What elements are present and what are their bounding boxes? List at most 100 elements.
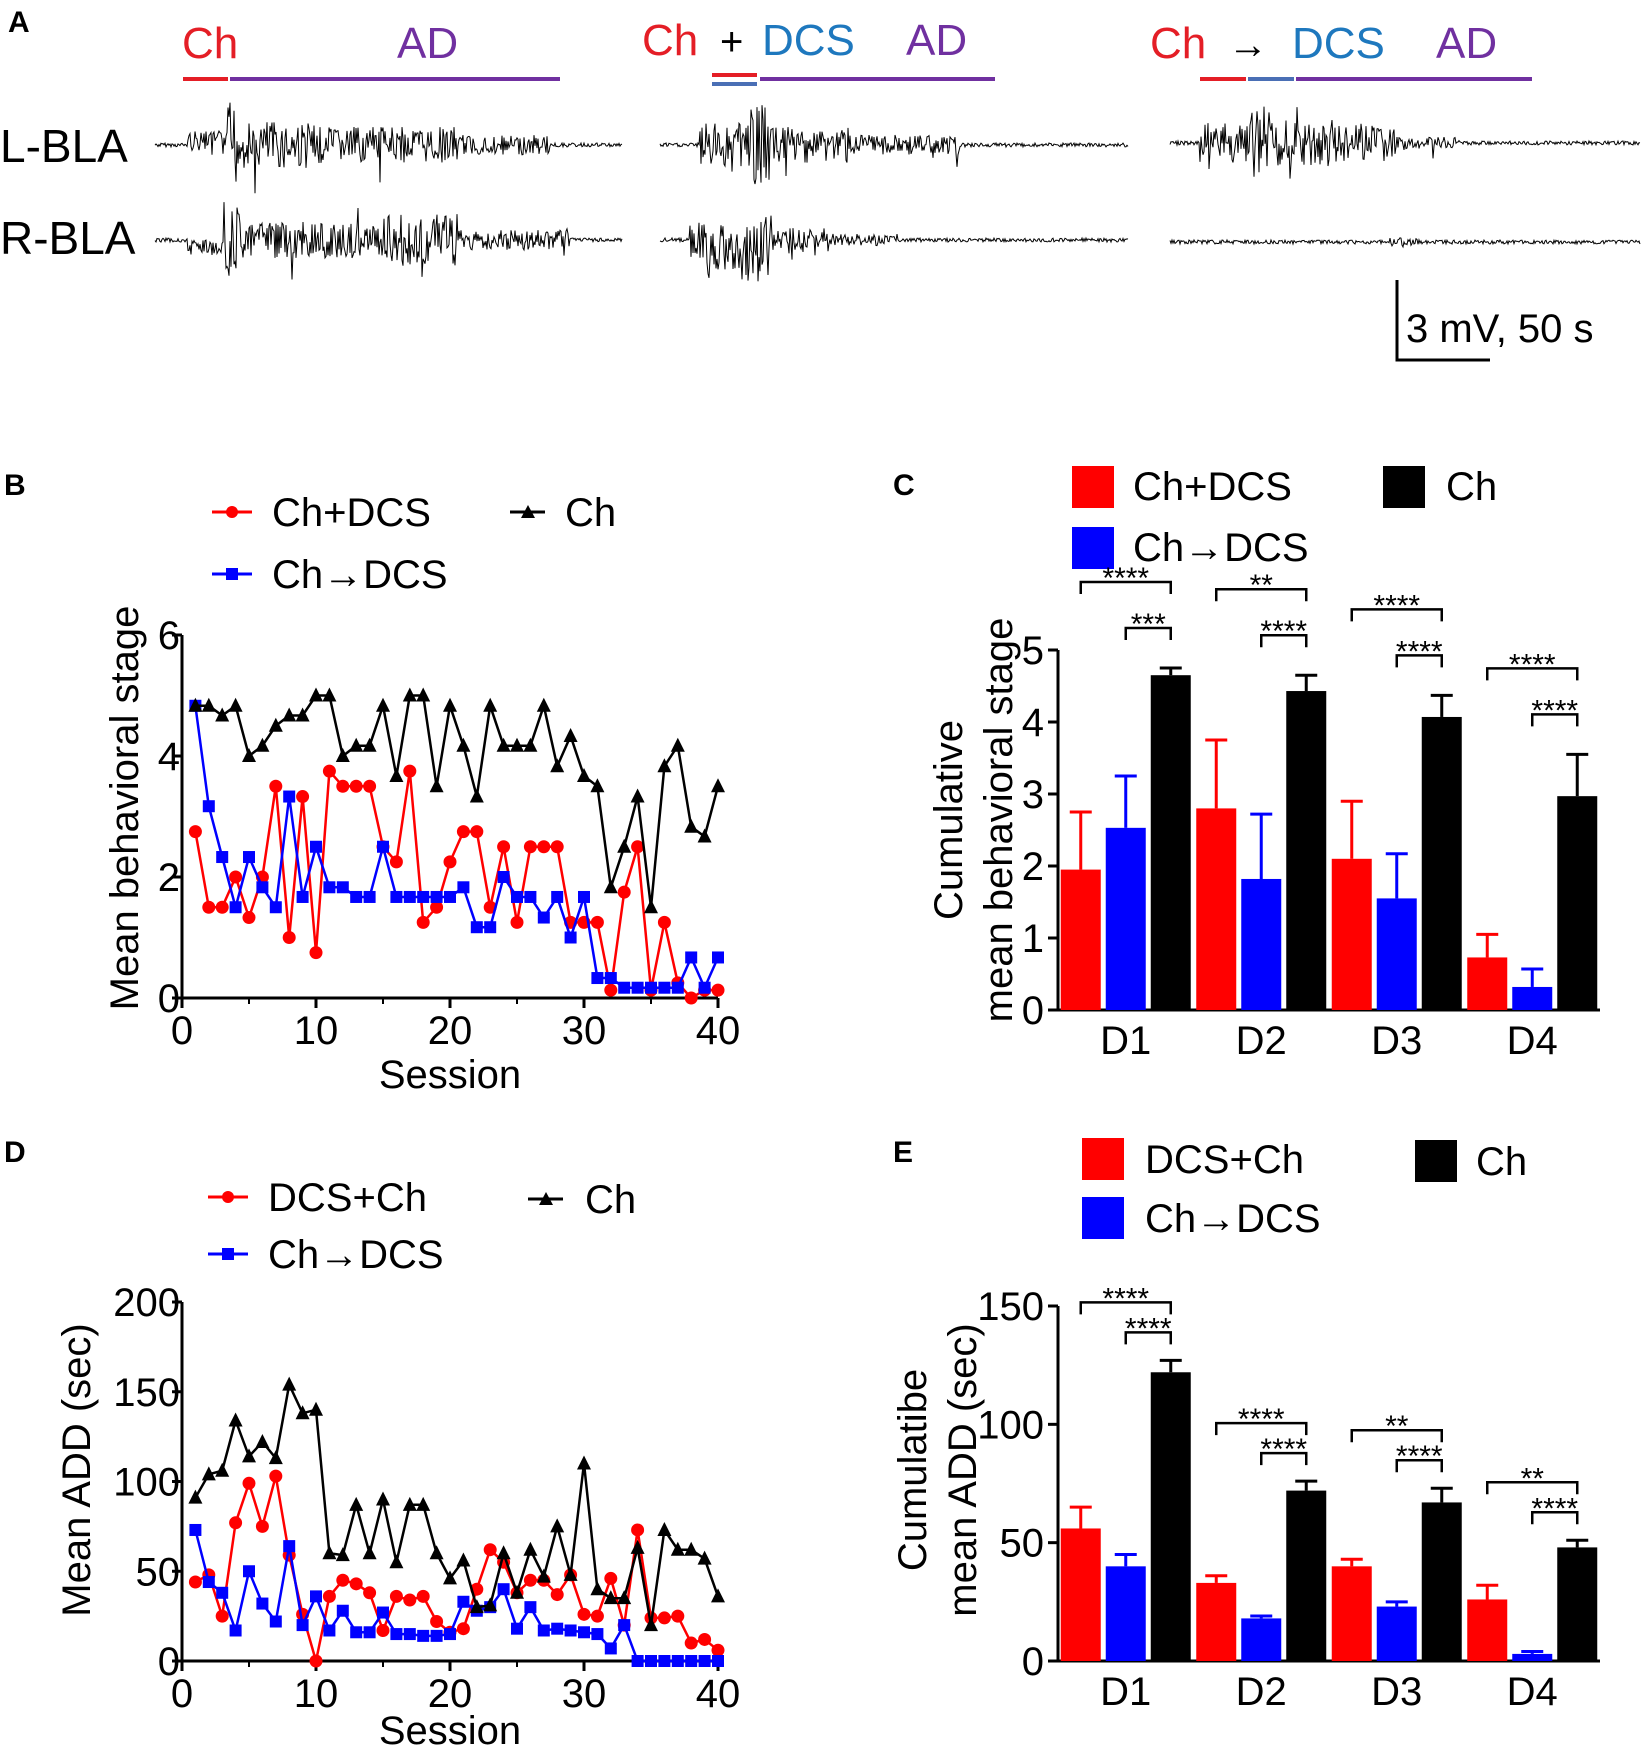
chart-c-y-tick-label-5: 5 [1022,629,1044,673]
chart-b-series-1-point-25 [524,890,537,903]
chart-b-series-0-point-7 [282,931,296,944]
chart-b-series-2-point-19 [443,697,457,712]
chart-d-series-2-point-2 [215,1462,230,1477]
chart-b-series-2-point-21 [469,788,484,803]
chart-d-series-1-line [194,1529,718,1663]
chart-b-y-tick-label-3: 6 [158,614,180,658]
chart-d-series-1-point-27 [551,1622,564,1635]
chart-e-y-tick-label-1: 50 [1000,1522,1045,1566]
chart-b-series-2-line [195,694,720,908]
chart-d-y-tick-label-3: 150 [113,1371,180,1415]
eeg-r-bla-3 [1169,237,1641,249]
legend-c-swatch-1 [1072,527,1114,569]
chart-d-series-2-point-33 [630,1539,645,1554]
chart-d-series-1-point-24 [511,1622,523,1635]
chart-b-series-1-point-23 [497,871,510,883]
panel-b: B Ch+DCS Ch Ch→DCS 0 10 20 30 40 0 2 4 6 Session… [4,469,740,1097]
chart-b-series-0-point-8 [296,790,310,804]
chart-b-x-tick-label-3: 30 [562,1009,607,1053]
chart-b-series-1-point-3 [229,901,242,914]
chart-d-series-1-point-1 [202,1576,215,1589]
chart-b-series-2-point-18 [429,778,444,793]
chart-d-series-2-point-8 [295,1405,310,1420]
chart-d-series-0-point-2 [215,1609,229,1623]
chart-b-series-0-point-30 [590,915,604,929]
chart-b-series-1-point-14 [377,840,389,853]
chart-b-series-0-point-13 [363,779,377,793]
chart-c-bar-1-2 [1286,691,1327,1010]
chart-b-series-1-point-33 [631,981,644,994]
chart-d-series-1-point-37 [685,1655,698,1667]
chart-b-series-1-point-12 [350,890,363,903]
chart-b-series-1-point-24 [511,890,523,903]
chart-d-series-1-point-31 [604,1642,617,1655]
chart-b-series-2-point-25 [523,737,538,752]
legend-d-marker-0 [222,1191,234,1203]
chart-d-series-0-point-9 [309,1654,323,1668]
e-y-axis-title-line-1: Cumulatibe [891,1369,935,1571]
chart-d-series-0-point-14 [376,1623,390,1637]
chart-b-series-2-point-30 [590,778,605,793]
legend-e-label-2: Ch [1476,1140,1527,1184]
chart-b-series-2-point-17 [416,687,431,702]
chart-b-y-tick-label-1: 2 [158,856,180,900]
legend-c: Ch+DCS Ch Ch→DCS [1072,465,1497,570]
chart-c-bar-1-1 [1241,878,1282,1010]
chart-b-series-0-point-0 [188,825,202,839]
chart-c-y-tick-label-0: 0 [1022,989,1044,1033]
eeg-r-bla-1 [154,202,623,280]
chart-c-y-tick-label-2: 2 [1022,845,1044,889]
chart-d-series-2-point-37 [684,1541,699,1556]
chart-b-series-0-point-12 [349,779,363,793]
chart-b-series-2-point-34 [644,899,658,914]
chart-e-sig-outer-bracket-1 [1215,1421,1308,1436]
chart-b: 0 10 20 30 40 0 2 4 6 [158,614,741,1053]
chart-d-series-0-point-29 [577,1607,591,1621]
chart-c-sig-outer-label-1: ** [1250,569,1274,602]
chart-c-sig-inner-label-0: *** [1131,608,1166,641]
chart-d-series-2-point-29 [577,1455,591,1470]
chart-b-series-1-point-1 [202,800,215,813]
chart-b-series-2-point-3 [228,697,243,712]
chart-b-series-2-point-27 [550,758,565,773]
chart-e-sig-inner-bracket-0 [1124,1331,1172,1345]
legend-b-marker-2 [521,505,535,518]
chart-d: 0 10 20 30 40 0 50 100 150 200 [113,1281,740,1716]
chart-d-series-2-point-24 [510,1584,524,1599]
chart-b-series-0-point-35 [657,915,671,929]
chart-b-series-0-point-24 [510,915,524,929]
panel-e: E DCS+Ch Ch Ch→DCS 050100150D1********D2… [891,1136,1600,1714]
chart-e-sig-inner-label-3: **** [1531,1492,1578,1525]
chart-b-series-2-point-33 [630,788,645,803]
legend-e-label-1: Ch→DCS [1145,1197,1321,1241]
chart-d-series-2-point-21 [469,1599,484,1614]
chart-b-series-2-point-24 [510,737,524,752]
chart-d-series-2-point-32 [617,1590,632,1605]
chart-b-series-2-point-10 [322,687,337,702]
panel-a: A Ch AD Ch + DCS AD Ch → DCS AD L-BLA R-… [0,6,1641,362]
legend-b-label-1: Ch→DCS [272,553,448,597]
chart-d-x-tick-label-3: 30 [562,1672,607,1716]
chart-e-sig-outer-label-3: ** [1521,1462,1545,1495]
chart-e-bar-0-0 [1060,1528,1101,1661]
chart-b-series-1-point-16 [403,890,416,903]
chart-b-series-1-point-35 [658,981,671,994]
chart-b-series-2-point-2 [215,707,230,722]
chart-b-series-1-point-17 [417,890,430,903]
chart-c-bar-0-0 [1060,869,1101,1010]
eeg-l-bla-1 [154,102,623,194]
chart-b-series-1-point-5 [256,881,269,894]
chart-e-bar-1-1 [1241,1618,1282,1661]
chart-e-sig-inner-bracket-2 [1395,1458,1443,1473]
chart-d-series-1-point-10 [323,1624,336,1637]
chart-b-series-1-point-21 [470,921,483,934]
chart-d-series-2-point-31 [603,1590,618,1605]
legend-c-label-1: Ch→DCS [1133,526,1309,570]
chart-b-series-2-point-29 [577,767,591,782]
a3-label-arrow: → [1228,23,1268,67]
chart-b-series-0-point-9 [309,946,323,960]
legend-b-label-0: Ch+DCS [272,491,431,535]
legend-c-swatch-2 [1383,466,1425,508]
a2-label-ch: Ch [642,16,698,65]
chart-d-series-0-point-39 [711,1643,725,1657]
